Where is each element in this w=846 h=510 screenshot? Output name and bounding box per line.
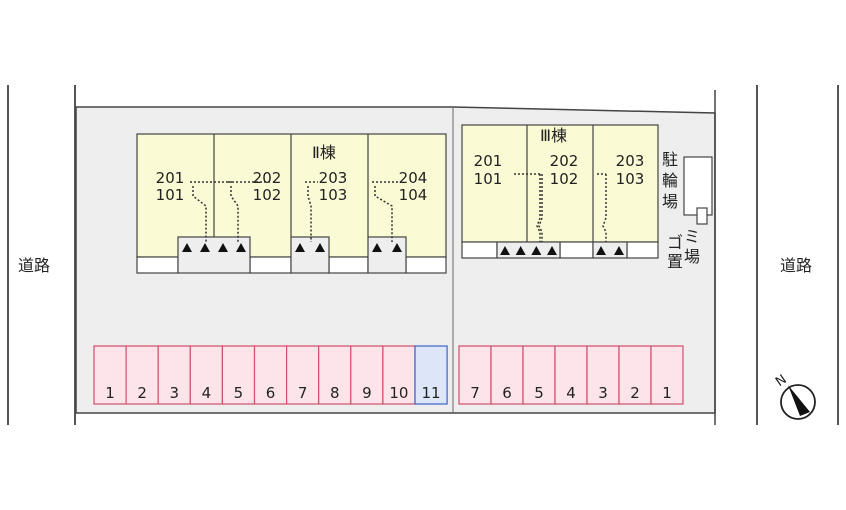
partition-line [538, 174, 543, 242]
entrance-marker-icon [236, 243, 246, 252]
unit-number-lower: 103 [319, 186, 348, 204]
parking-space-number: 1 [662, 384, 672, 402]
unit-number-lower: 104 [399, 186, 428, 204]
entrance [496, 241, 561, 259]
parking-space-number: 3 [169, 384, 179, 402]
entrance-marker-icon [392, 243, 402, 252]
entrance [290, 236, 330, 274]
unit-number-upper: 204 [399, 169, 428, 187]
partition-line [597, 173, 607, 242]
garbage-char: 置 [667, 252, 683, 271]
bicycle-parking-area [683, 156, 713, 216]
parking-space [318, 345, 352, 405]
garbage-char: ミ [684, 227, 700, 246]
entrance-marker-icon [200, 243, 210, 252]
entrance-marker-icon [500, 246, 510, 255]
building-name: Ⅱ棟 [312, 143, 336, 162]
unit-number-lower: 102 [550, 170, 579, 188]
entrance-marker-icon [218, 243, 228, 252]
parking-space [586, 345, 620, 405]
unit-number-lower: 102 [253, 186, 282, 204]
partition-line [372, 181, 398, 242]
parking-space-number: 10 [389, 384, 408, 402]
entrance [367, 236, 407, 274]
entrance-marker-icon [515, 246, 526, 255]
unit-number-upper: 202 [253, 169, 282, 187]
parking-space-number: 6 [502, 384, 512, 402]
garbage-char: ゴ [667, 233, 683, 252]
balcony [461, 241, 498, 259]
balcony [249, 256, 292, 274]
entrance [177, 236, 251, 274]
balcony [328, 256, 369, 274]
unit-number-upper: 201 [156, 169, 185, 187]
entrance [592, 241, 628, 259]
unit-number-upper: 201 [474, 152, 503, 170]
parking-space-number: 2 [137, 384, 147, 402]
parking-space [618, 345, 652, 405]
parking-space-number: 7 [470, 384, 480, 402]
entrance-marker-icon [531, 246, 542, 255]
parking-space [458, 345, 492, 405]
bicycle-parking-char: 駐 [662, 150, 678, 169]
entrance-marker-icon [372, 243, 382, 252]
garbage-area [696, 207, 708, 225]
balcony [626, 241, 659, 259]
parking-space-number: 5 [234, 384, 244, 402]
parking-space-number: 2 [630, 384, 640, 402]
parking-space [522, 345, 556, 405]
garbage-char: 場 [684, 247, 700, 266]
unit-number-lower: 101 [156, 186, 185, 204]
parking-space [189, 345, 224, 405]
partition-line [228, 181, 272, 242]
parking-space-number: 9 [362, 384, 372, 402]
balcony [559, 241, 594, 259]
parking-space [350, 345, 384, 405]
parking-space [93, 345, 127, 405]
entrance-marker-icon [596, 246, 606, 255]
parking-space [414, 345, 448, 405]
parking-space [650, 345, 684, 405]
building-name: Ⅲ棟 [540, 126, 567, 145]
unit-number-lower: 103 [616, 170, 645, 188]
entrance-marker-icon [315, 243, 325, 252]
parking-space-number: 3 [598, 384, 608, 402]
bicycle-parking-char: 場 [662, 192, 678, 211]
parking-space-number: 5 [534, 384, 544, 402]
partition-line [190, 181, 232, 242]
compass-icon: N [773, 372, 816, 420]
unit-number-upper: 203 [616, 152, 645, 170]
parking-space-number: 1 [105, 384, 115, 402]
compass-north-label: N [773, 372, 790, 390]
bicycle-parking-char: 輪 [662, 171, 678, 190]
partition-line [514, 173, 541, 242]
entrance-marker-icon [182, 243, 192, 252]
road-label-right: 道路 [780, 256, 812, 275]
parking-space-number: 4 [566, 384, 576, 402]
unit-number-upper: 202 [550, 152, 579, 170]
unit-number-lower: 101 [474, 170, 503, 188]
parking-area: 1 2 3 4 5 6 7 8 9 10 11 7 6 5 4 3 2 1 [93, 345, 684, 405]
entrance-marker-icon [547, 246, 557, 255]
balcony [136, 256, 179, 274]
building-body [461, 124, 659, 243]
parking-space-number: 4 [202, 384, 212, 402]
parking-space-number: 7 [298, 384, 308, 402]
parking-space-number: 8 [330, 384, 340, 402]
parking-space [554, 345, 588, 405]
parking-space [125, 345, 159, 405]
entrance-marker-icon [614, 246, 624, 255]
parking-space [157, 345, 191, 405]
parking-space-number: 11 [422, 384, 441, 402]
partition-line [305, 181, 318, 242]
balcony [405, 256, 447, 274]
parking-space-number: 6 [266, 384, 276, 402]
road-label-left: 道路 [18, 256, 50, 275]
entrance-marker-icon [295, 243, 305, 252]
unit-number-upper: 203 [319, 169, 348, 187]
